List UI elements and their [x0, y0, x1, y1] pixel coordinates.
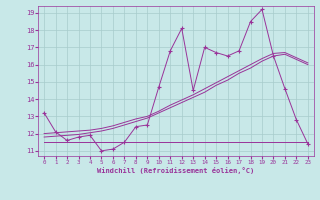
- X-axis label: Windchill (Refroidissement éolien,°C): Windchill (Refroidissement éolien,°C): [97, 167, 255, 174]
